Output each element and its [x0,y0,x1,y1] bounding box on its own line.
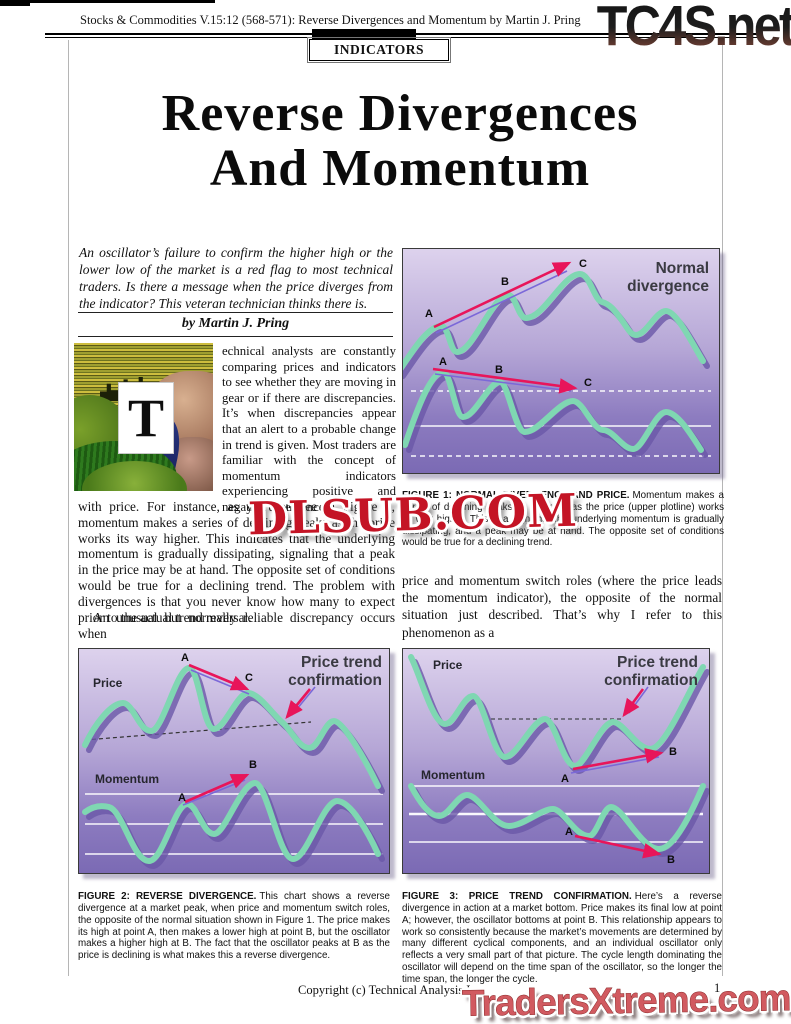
price-panel-label: Price [93,676,123,690]
momentum-trendline-purple [434,373,572,392]
point-c-label: C [245,672,253,684]
scan-artifact-strip [0,0,215,3]
figure-1-caption: FIGURE 1: NORMAL DIVERGENCE AND PRICE. Mo… [402,490,724,550]
figure-3-caption-text: Here’s a reverse divergence in action at… [402,890,722,986]
point-a-label: A [561,773,569,785]
confirmation-purple-line [291,686,316,716]
section-black-bar [312,29,416,39]
point-a-label: A [425,308,433,320]
header-citation: Stocks & Commodities V.15:12 (568-571): … [80,13,581,27]
scan-artifact-blob [0,0,30,6]
momentum-divergence-arrow [432,367,578,394]
momentum-curve [82,780,381,864]
byline: by Martin J. Pring [78,312,393,337]
point-a-label: A [439,356,447,368]
tc4s-watermark: TC4S.net [597,0,791,56]
price-curve [82,665,381,789]
intro-abstract: An oscillator’s failure to confirm the h… [79,245,393,311]
point-a-label: A [181,652,189,664]
figure-2-reverse-divergence-chart: Price Momentum A C A B Price trend confi… [78,648,390,874]
article-title: Reverse Divergences And Momentum [55,86,745,196]
momentum-rise-arrow [184,773,250,804]
price-dashed-trendline [84,721,312,741]
figure-1-svg: A B C A B C Normal divergence [403,258,711,458]
dropcap-illustration: T [74,343,213,491]
point-a-label: A [565,826,573,838]
momentum-decline-arrow [574,834,662,859]
section-label: INDICATORS [307,37,451,63]
body-paragraph-2: with price. For instance, as you can see… [78,499,395,625]
price-trend-confirmation-label: confirmation [604,672,698,689]
dlsub-watermark: DLSUB.COM [247,483,579,546]
normal-divergence-label: divergence [627,278,709,295]
figure-2-caption-text: This chart shows a reverse divergence at… [78,890,391,962]
point-b-label: B [249,759,257,771]
price-curve [403,271,706,371]
title-line-2: And Momentum [209,140,591,197]
figure-1-caption-lead: FIGURE 1: NORMAL DIVERGENCE AND PRICE. [402,489,630,501]
confirmation-arrow [622,688,645,718]
left-margin-rule [68,40,69,976]
momentum-curve [408,783,706,852]
confirmation-purple-line [628,686,649,714]
point-b-label: B [501,276,509,288]
figure-2-caption: FIGURE 2: REVERSE DIVERGENCE. This chart … [78,891,390,962]
body-paragraph-right: price and momentum switch roles (where t… [402,573,722,640]
confirmation-arrow [285,688,312,720]
figure-1-caption-text: Momentum makes a series of declining pea… [402,489,724,549]
point-a-label: A [178,792,186,804]
right-margin-rule [722,40,723,976]
price-trend-confirmation-label: Price trend [301,654,382,671]
figure-3-caption: FIGURE 3: PRICE TREND CONFIRMATION. Here’… [402,891,722,986]
price-panel-label: Price [433,658,463,672]
price-curve [408,654,706,769]
price-rise-arrow [572,748,664,771]
price-trend-confirmation-label: Price trend [617,654,698,671]
momentum-panel-label: Momentum [421,768,485,782]
figure-2-svg: Price Momentum A C A B Price trend confi… [82,652,385,869]
body-paragraph-3: An unusual but normally reliable discrep… [78,610,395,641]
figure-1-normal-divergence-chart: A B C A B C Normal divergence [402,248,720,474]
figure-3-svg: Price Momentum A B A B Price trend confi… [408,654,709,866]
price-divergence-arrow [433,261,572,329]
point-c-label: C [584,377,592,389]
body-paragraph-1: echnical analysts are constantly compari… [222,344,396,514]
point-b-label: B [669,746,677,758]
title-line-1: Reverse Divergences [161,85,639,142]
figure-3-caption-lead: FIGURE 3: PRICE TREND CONFIRMATION. [402,890,632,902]
figure-3-price-trend-confirmation-chart: Price Momentum A B A B Price trend confi… [402,648,710,874]
page-number: 1 [714,981,721,995]
footer-copyright: Copyright (c) Technical Analysis I [298,983,471,997]
normal-divergence-label: Normal [656,260,709,277]
tradersxtreme-watermark: TradersXtreme.com [462,977,791,1024]
point-c-label: C [579,258,587,270]
momentum-curve [403,369,704,453]
price-decline-arrow [188,663,250,691]
price-trendline-purple [435,270,568,334]
figure-2-caption-lead: FIGURE 2: REVERSE DIVERGENCE. [78,890,257,902]
dropcap-letter: T [118,382,174,454]
point-b-label: B [667,854,675,866]
momentum-panel-label: Momentum [95,772,159,786]
point-b-label: B [495,364,503,376]
price-trend-confirmation-label: confirmation [288,672,382,689]
